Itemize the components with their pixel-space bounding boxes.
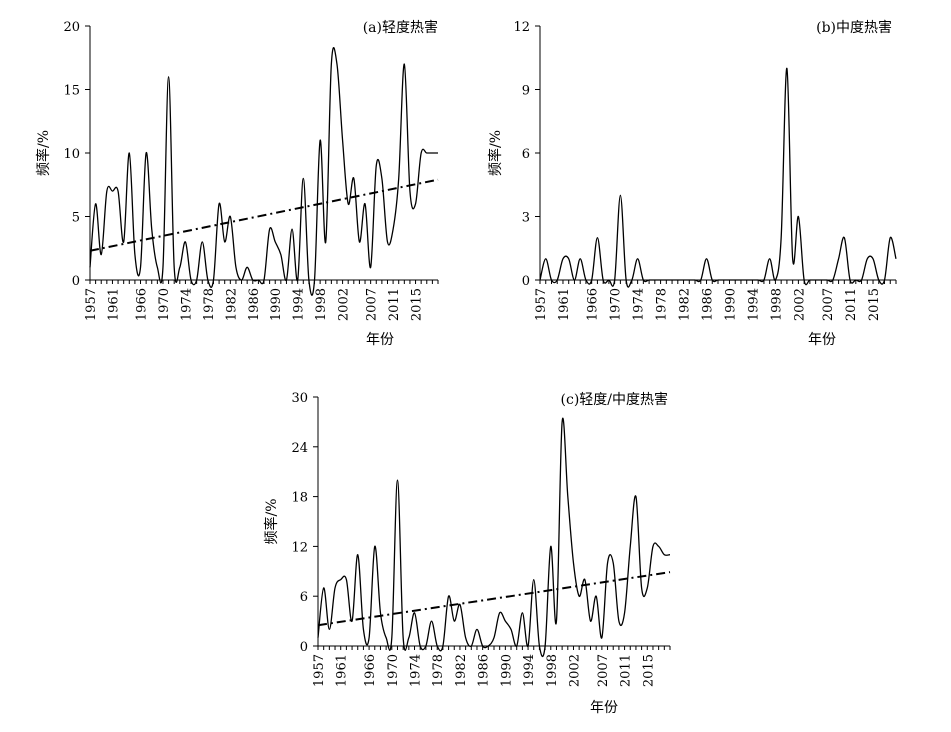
x-axis-label: 年份: [366, 332, 394, 348]
x-tick-label: 2002: [792, 288, 807, 321]
x-tick-label: 1957: [84, 288, 99, 321]
y-axis-label: 频率/%: [35, 130, 52, 176]
y-tick-label: 0: [522, 274, 530, 289]
x-axis-label: 年份: [590, 700, 618, 716]
x-tick-label: 1986: [247, 288, 262, 321]
x-tick-label: 1970: [609, 288, 624, 321]
y-tick-label: 24: [291, 441, 308, 456]
y-tick-label: 3: [522, 211, 530, 226]
x-tick-label: 1990: [723, 288, 738, 321]
x-tick-label: 1982: [224, 288, 239, 321]
x-tick-label: 1957: [312, 654, 327, 687]
y-tick-label: 10: [63, 147, 80, 162]
x-tick-label: 1970: [386, 654, 401, 687]
x-tick-label: 1974: [409, 654, 424, 687]
x-tick-label: 1998: [769, 288, 784, 321]
x-tick-label: 2007: [365, 288, 380, 321]
x-tick-label: 2002: [567, 654, 582, 687]
trend-line: [89, 178, 439, 252]
x-tick-label: 1974: [179, 288, 194, 321]
x-tick-label: 2007: [821, 288, 836, 321]
chart-title: (c)轻度/中度热害: [561, 392, 668, 408]
chart-title: (b)中度热害: [816, 20, 892, 36]
x-tick-label: 1978: [202, 288, 217, 321]
x-tick-label: 1982: [678, 288, 693, 321]
x-tick-label: 1986: [477, 654, 492, 687]
y-axis-label: 频率/%: [263, 498, 280, 544]
y-tick-label: 20: [63, 20, 80, 35]
x-tick-label: 2015: [641, 654, 656, 687]
x-tick-label: 1970: [157, 288, 172, 321]
y-axis-label: 频率/%: [487, 130, 504, 176]
y-tick-label: 18: [291, 491, 308, 506]
chart-panel-1: 0 5 10 15 20 1957 1961 1966 1970 1974 1978 1982 1986…: [35, 20, 439, 348]
y-tick-label: 15: [63, 84, 80, 99]
trend-line: [317, 571, 671, 627]
x-tick-label: 1966: [586, 288, 601, 321]
y-tick-label: 12: [513, 20, 530, 35]
x-tick-label: 1961: [557, 288, 572, 321]
x-tick-label: 1986: [701, 288, 716, 321]
x-tick-label: 2002: [337, 288, 352, 321]
x-tick-label: 2015: [867, 288, 882, 321]
x-tick-label: 1978: [655, 288, 670, 321]
series-line: [317, 417, 671, 658]
x-tick-label: 1961: [335, 654, 350, 687]
x-tick-label: 1966: [363, 654, 378, 687]
x-tick-label: 1957: [534, 288, 549, 321]
x-tick-label: 1994: [522, 654, 537, 687]
x-tick-label: 1990: [269, 288, 284, 321]
x-tick-label: 2015: [410, 288, 425, 321]
y-tick-label: 5: [72, 211, 80, 226]
y-tick-label: 0: [300, 640, 308, 655]
series-line: [539, 67, 897, 288]
x-tick-label: 1998: [314, 288, 329, 321]
x-tick-label: 1982: [454, 654, 469, 687]
x-tick-label: 2011: [619, 654, 634, 687]
y-tick-label: 12: [291, 540, 308, 555]
x-tick-label: 2011: [844, 288, 859, 321]
x-tick-label: 1990: [499, 654, 514, 687]
x-tick-label: 1966: [135, 288, 150, 321]
x-tick-label: 2007: [596, 654, 611, 687]
x-tick-label: 1998: [545, 654, 560, 687]
y-tick-label: 9: [522, 84, 530, 99]
x-tick-label: 1994: [292, 288, 307, 321]
x-tick-label: 1978: [431, 654, 446, 687]
series-line: [89, 47, 438, 296]
x-tick-label: 1961: [106, 288, 121, 321]
x-tick-label: 1994: [746, 288, 761, 321]
chart-title: (a)轻度热害: [363, 20, 438, 36]
x-tick-label: 1974: [632, 288, 647, 321]
y-tick-label: 30: [291, 391, 308, 406]
chart-panel-2: 0 3 6 9 12 1957 1961 1966 1970 1974 1978 1982 1986 19…: [487, 20, 897, 348]
x-axis-label: 年份: [808, 332, 836, 348]
y-tick-label: 6: [522, 147, 530, 162]
chart-panel-3: 0 6 12 18 24 30 1957 1961 1966 1970 1974 1978 1982 19…: [263, 391, 671, 716]
y-tick-label: 6: [300, 590, 308, 605]
y-tick-label: 0: [72, 274, 80, 289]
x-tick-label: 2011: [387, 288, 402, 321]
